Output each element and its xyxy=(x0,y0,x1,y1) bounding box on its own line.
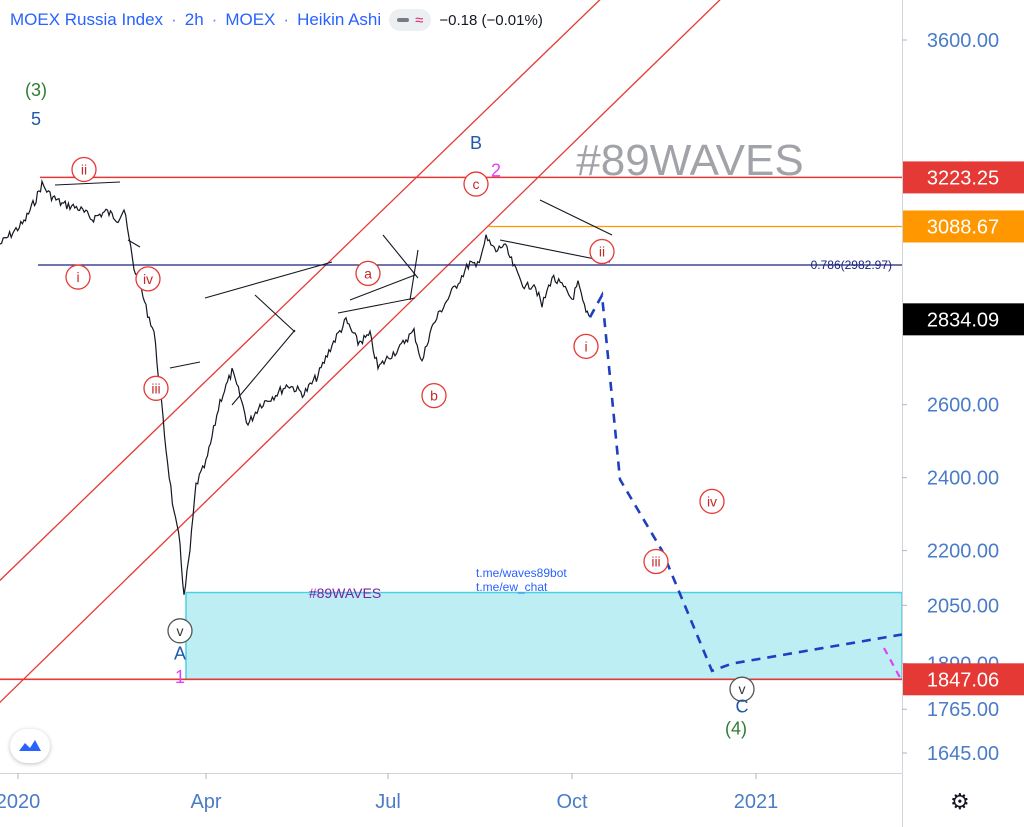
wave-label: iv xyxy=(143,271,153,287)
wave-label: c xyxy=(473,176,480,192)
wave-label-ring xyxy=(421,382,447,409)
logo-icon xyxy=(19,740,41,751)
wave-label: b xyxy=(430,388,438,404)
channel-line-1 xyxy=(0,0,601,582)
price-badge-label: 3223.25 xyxy=(927,167,999,189)
header-separator: · xyxy=(283,10,290,29)
interval-label[interactable]: 2h xyxy=(184,10,204,29)
price-tick-label: 2050.00 xyxy=(927,595,999,617)
wave-label-ring xyxy=(143,375,169,401)
wave-label: C xyxy=(736,696,749,716)
channel-line-2 xyxy=(0,0,721,704)
time-tick-label: 2020 xyxy=(0,791,40,813)
wave-label: v xyxy=(177,623,184,639)
wave-label-ring xyxy=(135,266,161,292)
target-zone-box xyxy=(185,591,903,681)
wave-label: iii xyxy=(651,554,660,570)
zone-link-chat: t.me/ew_chat xyxy=(476,580,548,594)
price-tick-label: 3600.00 xyxy=(927,30,999,52)
wave-label: iv xyxy=(707,493,717,509)
pattern-trendline-8 xyxy=(169,361,201,369)
chart-style-label[interactable]: Heikin Ashi xyxy=(297,10,382,29)
wave-label: i xyxy=(584,338,587,354)
wave-label: iii xyxy=(151,380,160,396)
pattern-trendline-3 xyxy=(231,329,296,406)
wave-label: 1 xyxy=(175,667,185,687)
wave-label: B xyxy=(470,133,482,153)
price-tick-label: 2400.00 xyxy=(927,468,999,490)
wave-label-ring xyxy=(699,488,725,515)
time-tick-label: 2021 xyxy=(734,791,779,813)
wave-label: 5 xyxy=(31,109,41,129)
price-badge-label: 3088.67 xyxy=(927,216,999,238)
chart-watermark: #89WAVES xyxy=(576,136,803,185)
price-tick-label: 2600.00 xyxy=(927,395,999,417)
wave-label-ring xyxy=(573,333,599,360)
price-badge xyxy=(903,303,1024,336)
wave-label-ring xyxy=(463,171,489,197)
pattern-trendline-11 xyxy=(409,249,419,301)
wave-label: A xyxy=(174,644,186,664)
symbol-title[interactable]: MOEX Russia Index xyxy=(10,10,164,29)
wave-label-ring xyxy=(355,260,381,287)
price-change: −0.18 (−0.01%) xyxy=(439,11,543,29)
wave-label: (3) xyxy=(25,80,47,100)
price-badge xyxy=(903,210,1024,243)
price-tick-label: 1645.00 xyxy=(927,743,999,765)
wave-label: i xyxy=(76,269,79,285)
pattern-trendline-10 xyxy=(539,199,613,236)
zone-watermark: #89WAVES xyxy=(309,585,381,601)
price-badge xyxy=(903,663,1024,696)
chart-header: MOEX Russia Index · 2h · MOEX · Heikin A… xyxy=(10,8,543,32)
pattern-trendline-2 xyxy=(204,261,333,299)
trend-lines-layer: 0.786(2982.97) #89WAVES xyxy=(0,0,902,704)
indicator-toggle-pill[interactable]: ≈ xyxy=(389,9,432,31)
wave-label-ring xyxy=(65,264,91,290)
hide-bar-icon xyxy=(397,18,410,22)
wave-label: ii xyxy=(599,244,605,260)
wave-label-ring xyxy=(71,156,97,183)
wave-label: (4) xyxy=(725,718,747,738)
wave-label: a xyxy=(364,265,372,281)
exchange-label: MOEX xyxy=(225,10,276,29)
wave-label: v xyxy=(739,681,746,697)
gear-icon[interactable]: ⚙ xyxy=(950,789,970,814)
wave-label-ring xyxy=(643,548,669,575)
time-tick-label: Oct xyxy=(556,791,588,813)
pattern-trendline-7 xyxy=(382,234,419,279)
price-badge xyxy=(903,161,1024,194)
price-badge-label: 1847.06 xyxy=(927,669,999,691)
time-tick-label: Jul xyxy=(375,791,401,813)
wave-icon: ≈ xyxy=(415,11,424,29)
price-tick-label: 1765.00 xyxy=(927,699,999,721)
wave-label-ring xyxy=(589,238,615,265)
header-separator: · xyxy=(211,10,218,29)
wave-label: 2 xyxy=(491,160,501,180)
pattern-trendline-4 xyxy=(254,294,296,333)
price-tick-label: 2200.00 xyxy=(927,541,999,563)
price-line xyxy=(0,178,591,595)
wave-label-ring xyxy=(167,618,193,644)
header-separator: · xyxy=(171,10,177,29)
wave-label-ring xyxy=(729,676,755,702)
price-series-layer xyxy=(0,178,591,595)
fib-level-label: 0.786(2982.97) xyxy=(811,258,892,272)
pattern-trendline-6 xyxy=(349,274,416,301)
pattern-trendline-1 xyxy=(54,181,121,186)
zone-link-bot: t.me/waves89bot xyxy=(476,566,567,580)
wave-label: ii xyxy=(81,161,87,177)
pattern-trendline-5 xyxy=(337,297,416,314)
price-badge-label: 2834.09 xyxy=(927,309,999,331)
time-tick-label: Apr xyxy=(190,791,221,813)
tradingview-logo[interactable] xyxy=(10,729,50,763)
